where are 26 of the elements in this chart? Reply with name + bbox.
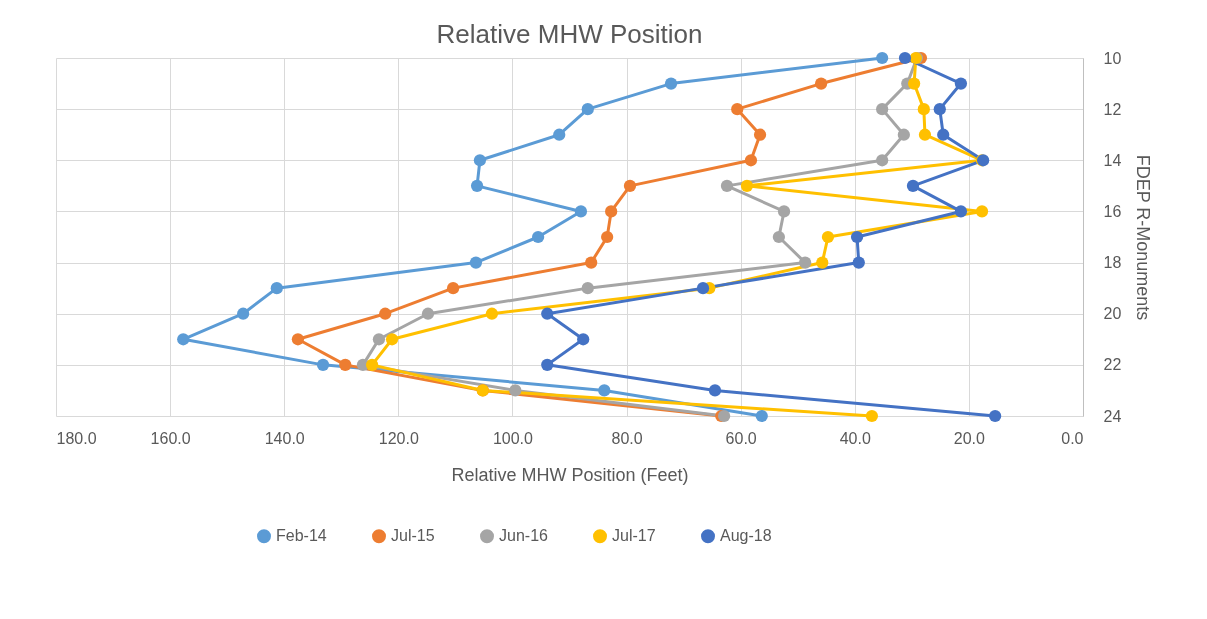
- legend-label: Jun-16: [499, 527, 549, 545]
- y2-tick-label: 20: [1103, 305, 1122, 323]
- x-tick-label: 60.0: [725, 429, 757, 447]
- chart-title: Relative MHW Position: [436, 19, 703, 49]
- y2-tick-label: 14: [1103, 151, 1122, 169]
- y2-tick-label: 18: [1103, 254, 1122, 272]
- y2-tick-label: 12: [1103, 100, 1122, 118]
- x-tick-label: 160.0: [150, 429, 191, 447]
- x-tick-label: 140.0: [264, 429, 305, 447]
- x-tick-label: 20.0: [953, 429, 986, 447]
- legend-label: Jul-17: [612, 527, 656, 545]
- legend-label: Jul-15: [391, 527, 435, 545]
- x-tick-label: 180.0: [56, 429, 97, 447]
- legend-label: Feb-14: [276, 527, 327, 545]
- y2-tick-label: 24: [1103, 407, 1122, 425]
- y2-tick-label: 16: [1103, 202, 1122, 220]
- x-tick-label: 40.0: [839, 429, 871, 447]
- x-tick-label: 100.0: [492, 429, 534, 447]
- x-axis-title: Relative MHW Position (Feet): [451, 464, 689, 485]
- y2-tick-label: 22: [1103, 356, 1122, 374]
- x-tick-label: 120.0: [378, 429, 419, 447]
- y2-axis-title: FDEP R-Monuments: [1133, 154, 1154, 321]
- x-tick-label: 0.0: [1061, 429, 1084, 447]
- x-tick-label: 80.0: [611, 429, 643, 447]
- y2-tick-label: 10: [1103, 49, 1122, 67]
- legend-label: Aug-18: [720, 527, 772, 545]
